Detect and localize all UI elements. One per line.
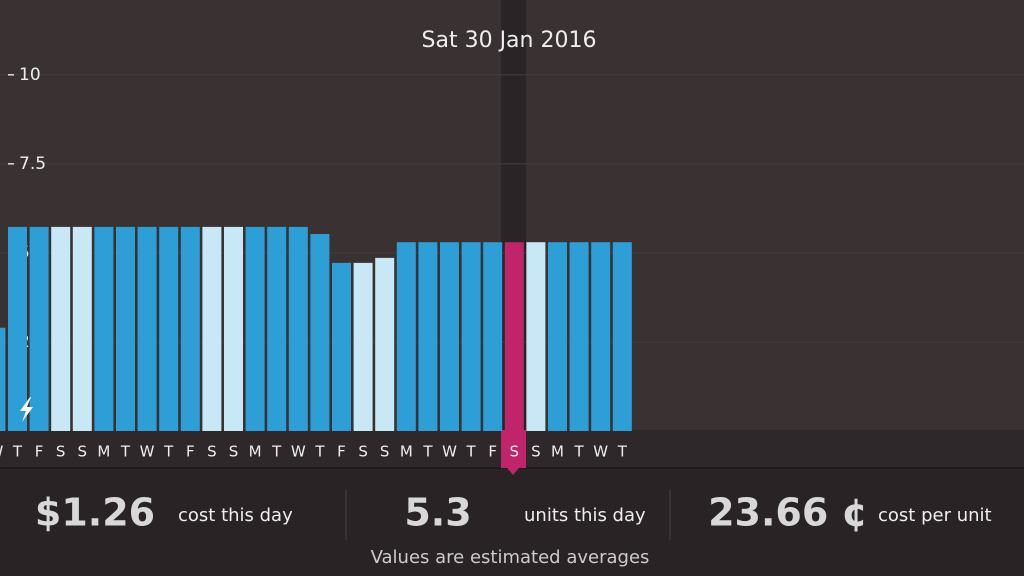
summary-label: units this day [524,505,646,526]
x-tick-label: W [0,443,3,461]
x-tick-label: T [120,443,131,461]
x-tick-label: S [229,443,239,461]
y-tick-label: 10 [19,65,41,85]
x-tick-label: W [291,443,306,461]
summary-label: cost this day [178,505,293,526]
x-tick-label: S [207,443,217,461]
bar [353,262,373,431]
electricity-icon [20,397,33,422]
summary-value: 23.66 ¢ [708,491,868,535]
bar [612,242,632,431]
x-tick-label: S [380,443,390,461]
selected-label-bg [501,430,526,468]
summary-panel [0,468,1024,576]
x-tick-label: T [12,443,23,461]
bar [159,226,179,431]
note: Values are estimated averages [371,547,650,568]
x-tick-label: T [617,443,628,461]
x-tick-label: F [337,443,346,461]
bar [526,242,546,431]
bar [245,226,265,431]
bar [569,242,589,431]
bar [461,242,481,431]
bar [202,226,222,431]
bar [116,226,135,431]
x-tick-label: W [442,443,457,461]
bar [29,226,49,431]
bar [591,242,611,431]
bar [440,242,459,431]
x-tick-label: T [574,443,585,461]
x-tick-label: F [186,443,195,461]
bar [0,327,6,431]
x-tick-label: S [78,443,88,461]
bar [72,226,92,431]
x-tick-label: F [488,443,497,461]
x-tick-label: M [400,443,413,461]
bar [288,226,308,431]
bar [267,226,287,431]
summary-value: 5.3 [404,491,471,535]
x-tick-label: T [422,443,433,461]
bar [94,226,114,431]
x-tick-label: T [271,443,282,461]
summary-value: $1.26 [35,491,155,535]
chart-title: Sat 30 Jan 2016 [422,28,597,53]
x-tick-label: S [358,443,368,461]
x-tick-label: M [97,443,110,461]
x-tick-label: S [510,443,520,461]
bar [51,226,71,431]
summary-label: cost per unit [878,505,992,526]
selected-pointer [507,468,519,475]
bar [8,226,27,431]
x-tick-label: T [466,443,477,461]
y-tick-label: 7.5 [19,154,46,174]
x-tick-label: W [140,443,155,461]
x-tick-label: T [163,443,174,461]
bar [548,242,567,431]
x-tick-label: T [314,443,325,461]
x-tick-label: S [531,443,541,461]
x-tick-label: S [56,443,66,461]
bar [418,242,438,431]
bar [332,262,351,431]
bar [224,226,243,431]
bar [396,242,416,431]
x-tick-label: W [593,443,608,461]
x-tick-label: M [551,443,564,461]
bar [504,242,524,431]
x-tick-label: M [249,443,262,461]
bar [375,257,395,431]
bar [137,226,157,431]
bar [483,242,503,431]
bar [180,226,200,431]
bar [310,234,330,431]
x-tick-label: F [35,443,44,461]
